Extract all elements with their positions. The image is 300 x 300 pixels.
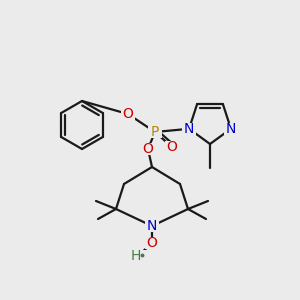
Bar: [121, 108, 135, 120]
Bar: [165, 141, 179, 153]
Text: P: P: [151, 125, 159, 139]
Bar: [224, 123, 238, 135]
Bar: [145, 220, 159, 232]
Text: N: N: [147, 219, 157, 233]
Bar: [130, 250, 146, 262]
Text: O: O: [147, 236, 158, 250]
Bar: [141, 143, 155, 155]
Text: H: H: [131, 249, 141, 263]
Bar: [148, 126, 162, 138]
Text: N: N: [226, 122, 236, 136]
Bar: [182, 123, 196, 135]
Text: O: O: [123, 107, 134, 121]
Text: N: N: [184, 122, 194, 136]
Text: O: O: [142, 142, 153, 156]
Text: O: O: [167, 140, 177, 154]
Bar: [145, 237, 159, 249]
